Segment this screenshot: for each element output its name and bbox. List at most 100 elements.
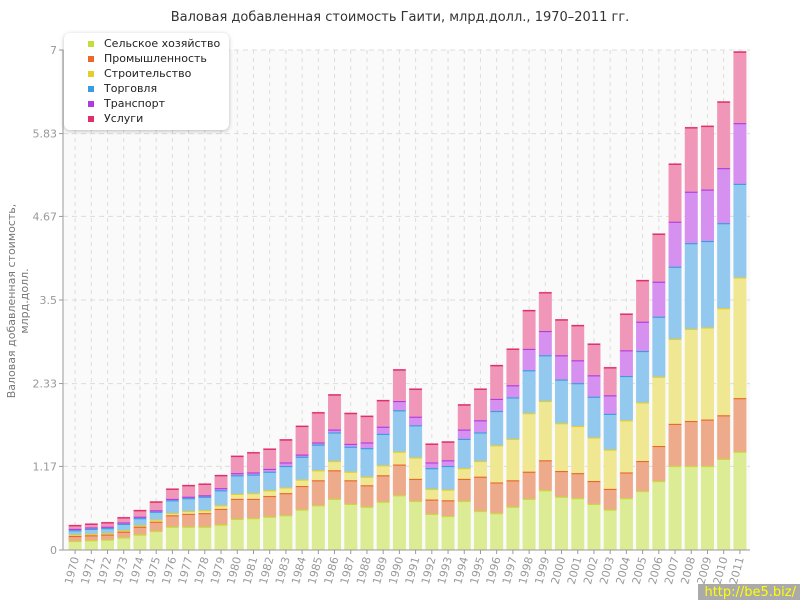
- legend-label: Сельское хозяйство: [104, 37, 221, 50]
- bar-segment: [490, 512, 504, 551]
- bar-segment: [571, 472, 585, 499]
- bar-segment: [700, 189, 714, 241]
- bar-segment: [198, 496, 212, 511]
- bar-segment: [246, 474, 260, 494]
- bar-segment: [182, 484, 196, 497]
- legend-item[interactable]: Услуги: [64, 111, 229, 126]
- bar-segment: [409, 478, 423, 501]
- watermark-link[interactable]: http://be5.biz/: [698, 584, 800, 600]
- bar-segment: [668, 221, 682, 267]
- bar-segment: [409, 500, 423, 551]
- bar-segment: [409, 456, 423, 479]
- bar-segment: [311, 504, 325, 551]
- bar-segment: [344, 479, 358, 504]
- bar-segment: [538, 354, 552, 401]
- bar-segment: [603, 366, 617, 396]
- bar-segment: [522, 412, 536, 472]
- bar-segment: [473, 431, 487, 461]
- legend-label: Строительство: [104, 67, 192, 80]
- bar-segment: [457, 404, 471, 430]
- bar-segment: [230, 518, 244, 551]
- bar-segment: [571, 497, 585, 551]
- bar-segment: [490, 444, 504, 483]
- legend-item[interactable]: Транспорт: [64, 96, 229, 111]
- bar-segment: [522, 498, 536, 551]
- bar-segment: [733, 51, 747, 124]
- legend-label: Транспорт: [104, 97, 165, 110]
- bar-segment: [700, 326, 714, 420]
- bar-segment: [344, 503, 358, 551]
- bar-segment: [441, 465, 455, 490]
- bar-segment: [684, 191, 698, 244]
- bar-segment: [214, 524, 228, 551]
- legend-item[interactable]: Торговля: [64, 81, 229, 96]
- bar-segment: [473, 460, 487, 477]
- bar-segment: [522, 369, 536, 414]
- bar-segment: [392, 409, 406, 452]
- bar-segment: [392, 494, 406, 551]
- bar-segment: [538, 459, 552, 491]
- bar-segment: [603, 449, 617, 489]
- bar-segment: [360, 506, 374, 551]
- bar-segment: [214, 489, 228, 506]
- legend-swatch: [88, 70, 94, 77]
- bar-segment: [214, 474, 228, 489]
- bar-segment: [652, 376, 666, 446]
- bar-segment: [473, 510, 487, 551]
- bar-segment: [506, 396, 520, 439]
- bar-segment: [668, 163, 682, 222]
- bar-segment: [587, 480, 601, 504]
- legend-item[interactable]: Промышленность: [64, 51, 229, 66]
- bar-segment: [279, 514, 293, 551]
- bar-segment: [717, 458, 731, 551]
- bar-segment: [619, 349, 633, 376]
- bar-segment: [571, 359, 585, 384]
- bar-segment: [668, 266, 682, 339]
- bar-segment: [636, 279, 650, 322]
- bar-segment: [700, 240, 714, 328]
- bar-segment: [587, 343, 601, 376]
- bar-segment: [636, 321, 650, 351]
- legend-item[interactable]: Строительство: [64, 66, 229, 81]
- bar-segment: [344, 412, 358, 444]
- bar-segment: [165, 488, 179, 499]
- bar-segment: [587, 436, 601, 481]
- bar-segment: [457, 438, 471, 469]
- bar-segment: [587, 396, 601, 438]
- bar-segment: [636, 490, 650, 551]
- bar-segment: [700, 419, 714, 466]
- bar-segment: [328, 431, 342, 461]
- bar-segment: [328, 498, 342, 551]
- bar-segment: [684, 465, 698, 551]
- bar-segment: [603, 394, 617, 414]
- bar-segment: [84, 539, 98, 551]
- bar-segment: [538, 400, 552, 461]
- bar-segment: [603, 413, 617, 450]
- y-tick-label: 1.17: [33, 460, 58, 473]
- legend-item[interactable]: Сельское хозяйство: [64, 36, 229, 51]
- bar-segment: [717, 167, 731, 224]
- chart-title: Валовая добавленная стоимость Гаити, млр…: [170, 10, 630, 25]
- bar-segment: [328, 469, 342, 499]
- bar-segment: [636, 460, 650, 491]
- bar-segment: [441, 515, 455, 551]
- bar-segment: [603, 488, 617, 510]
- legend-label: Услуги: [104, 112, 144, 125]
- bar-segment: [441, 499, 455, 516]
- bar-segment: [571, 324, 585, 361]
- bar-segment: [198, 512, 212, 527]
- bar-segment: [246, 498, 260, 519]
- bar-segment: [295, 425, 309, 455]
- bar-segment: [668, 423, 682, 466]
- bar-segment: [717, 307, 731, 416]
- bar-segment: [587, 503, 601, 551]
- bar-segment: [700, 125, 714, 190]
- bar-segment: [538, 291, 552, 331]
- bar-segment: [587, 374, 601, 397]
- bar-segment: [555, 319, 569, 356]
- bar-segment: [571, 382, 585, 426]
- bar-segment: [684, 242, 698, 329]
- bar-segment: [279, 465, 293, 488]
- bar-segment: [636, 401, 650, 461]
